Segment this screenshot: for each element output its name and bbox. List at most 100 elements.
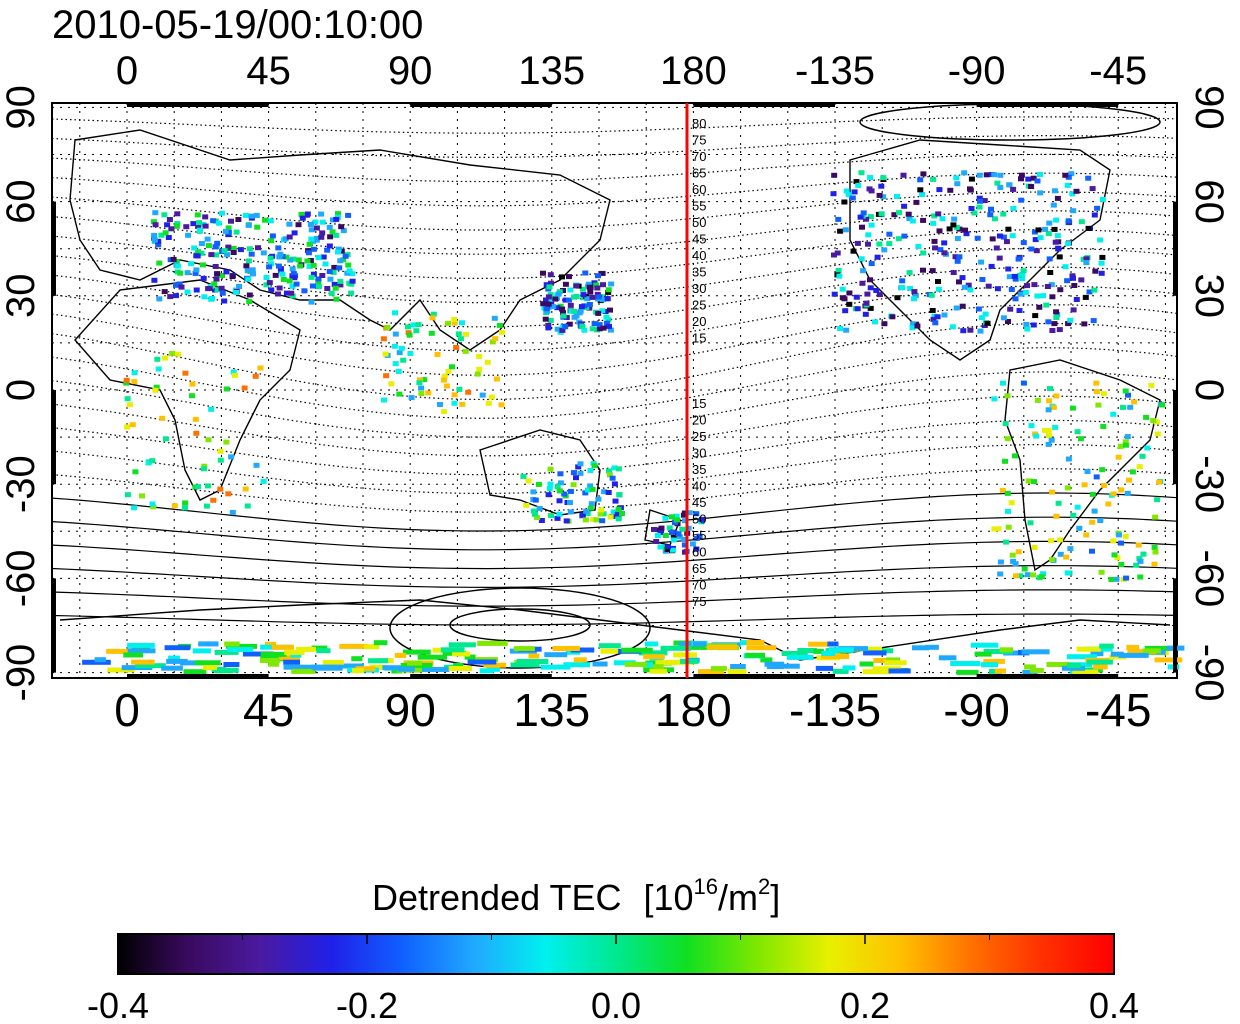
tec-pixel [1023,322,1030,327]
contour-label: 80 [692,116,706,131]
tec-pixel [552,646,580,651]
tec-pixel [692,641,707,647]
tec-pixel [543,306,550,312]
tec-pixel [859,280,866,286]
tec-pixel [278,655,301,661]
tec-pixel [857,214,864,220]
tec-pixel [562,281,569,287]
tec-pixel [1091,287,1098,293]
tec-pixel [202,223,209,229]
tec-pixel [1000,380,1006,386]
tec-pixel [498,402,505,408]
lon-tick-bottom: 0 [114,684,140,736]
frame-bar [1173,578,1177,673]
tec-pixel [280,277,287,282]
tec-pixel [901,233,908,239]
tec-pixel [337,258,344,264]
tec-pixel [1000,211,1007,217]
tec-pixel [1018,176,1024,182]
tec-pixel [1008,500,1015,506]
tec-pixel [173,293,179,299]
contour-label: 60 [692,545,706,560]
tec-pixel [766,664,784,670]
tec-pixel [1069,191,1076,197]
tec-pixel [813,648,824,654]
tec-pixel [835,216,842,222]
tec-pixel [963,231,970,237]
tec-pixel [831,172,838,178]
tec-pixel [530,508,537,514]
tec-pixel [953,224,960,230]
tec-pixel [1005,524,1012,530]
tec-pixel [402,649,431,655]
tec-pixel [655,660,676,666]
tec-pixel [1115,454,1122,460]
contour-label: 55 [692,199,706,214]
tec-pixel [331,281,338,287]
tec-pixel [421,377,428,383]
tec-pixel [174,211,181,217]
tec-pixel [1000,315,1007,321]
tec-pixel [1083,532,1090,538]
tec-pixel [863,216,870,222]
tec-pixel [1025,478,1032,484]
tec-pixel [1057,287,1064,293]
tec-pixel [445,369,452,374]
lon-tick-bottom: 90 [385,684,436,736]
tec-pixel [149,458,156,464]
tec-pixel [318,211,325,217]
tec-pixel [1012,276,1019,282]
tec-pixel [681,542,688,548]
tec-pixel [950,270,957,275]
tec-pixel [612,498,619,504]
tec-pixel [155,242,162,248]
tec-pixel [152,222,159,228]
lat-tick-right: -90 [1187,644,1231,702]
tec-pixel [263,275,270,280]
tec-pixel [1006,182,1013,188]
tec-observations [82,170,1185,675]
tec-pixel [224,252,231,258]
tec-pixel [575,464,582,470]
tec-pixel [1154,497,1161,503]
tec-pixel [259,658,280,663]
tec-pixel [192,416,199,422]
tec-pixel [214,667,239,673]
tec-pixel [606,468,612,474]
tec-pixel [1049,557,1056,563]
tec-pixel [679,526,686,532]
tec-pixel [913,199,920,205]
tec-pixel [589,326,596,332]
tec-pixel [970,642,999,648]
tec-pixel [1045,231,1052,237]
tec-pixel [985,283,992,289]
tec-pixel [920,217,927,223]
tec-pixel [994,668,1006,674]
tec-pixel [843,327,850,333]
tec-pixel [1054,311,1061,317]
tec-pixel [682,518,688,524]
tec-pixel [595,273,601,279]
tec-pixel [1143,414,1150,420]
contour-label: 70 [692,149,706,164]
tec-pixel [978,259,985,265]
tec-pixel [246,292,253,298]
tec-pixel [951,216,958,222]
tec-pixel [555,291,562,297]
tec-pixel [282,236,289,242]
tec-pixel [453,662,464,668]
tec-pixel [566,321,573,327]
tec-pixel [283,290,290,296]
tec-pixel [1062,665,1085,671]
tec-pixel [589,294,596,300]
tec-pixel [599,270,606,276]
tec-pixel [217,448,224,454]
tec-pixel [159,415,166,421]
tec-pixel [559,274,565,280]
tec-pixel [219,290,226,296]
lon-tick-top: -45 [1089,49,1147,93]
tec-pixel [1028,184,1035,189]
tec-pixel [1152,549,1159,555]
tec-pixel [268,661,280,667]
tec-pixel [328,290,335,296]
